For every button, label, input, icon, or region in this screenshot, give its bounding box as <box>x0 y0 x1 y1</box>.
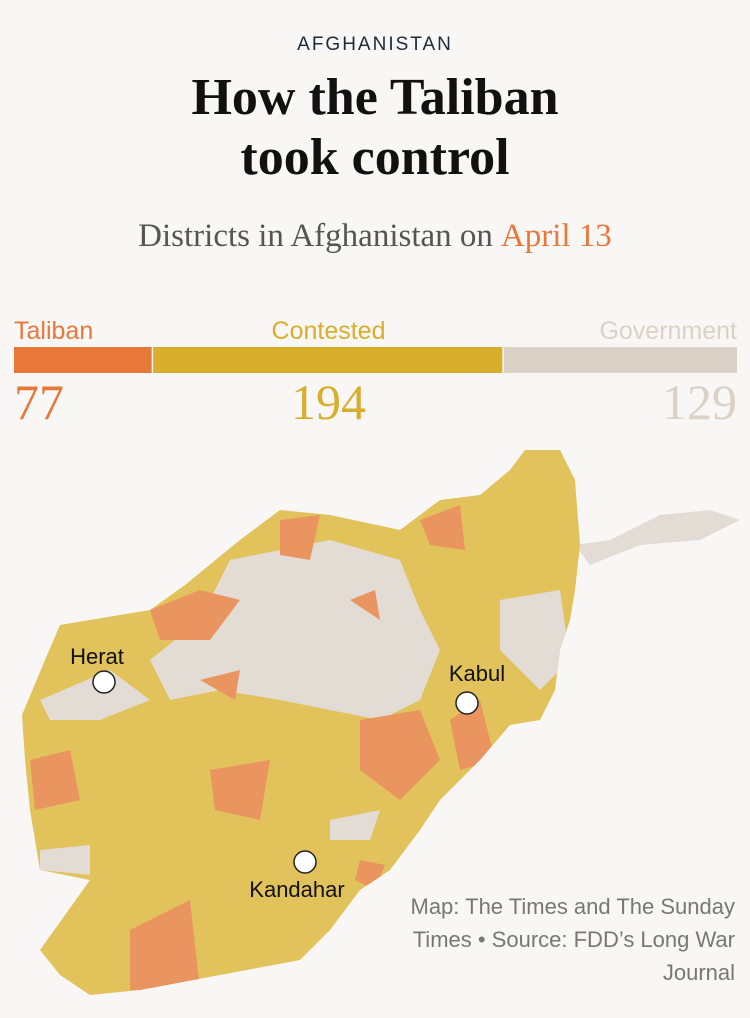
bar-segment <box>153 347 503 373</box>
subtitle: Districts in Afghanistan on April 13 <box>0 218 750 255</box>
subtitle-text: Districts in Afghanistan on <box>138 218 493 254</box>
city-marker <box>92 670 116 694</box>
legend-label: Government <box>599 317 737 345</box>
city-label: Herat <box>70 644 124 669</box>
city-marker <box>455 691 479 715</box>
government-area <box>40 540 570 875</box>
city-label: Kabul <box>449 661 505 686</box>
city-label: Kandahar <box>249 877 344 902</box>
kicker: AFGHANISTAN <box>297 34 453 55</box>
value-label: 77 <box>14 374 64 430</box>
taliban-area <box>30 505 495 990</box>
bar-segment <box>14 347 152 373</box>
bar-segment <box>503 347 737 373</box>
wakhan-corridor <box>575 510 740 565</box>
value-label: 129 <box>662 374 737 430</box>
value-label: 194 <box>291 374 366 430</box>
title: How the Taliban took control <box>191 69 559 186</box>
legend-label: Contested <box>272 317 386 345</box>
subtitle-date: April 13 <box>500 218 612 254</box>
credit: Map: The Times and The Sunday Times • So… <box>410 894 736 985</box>
city-marker <box>293 850 317 874</box>
legend-label: Taliban <box>14 317 93 345</box>
